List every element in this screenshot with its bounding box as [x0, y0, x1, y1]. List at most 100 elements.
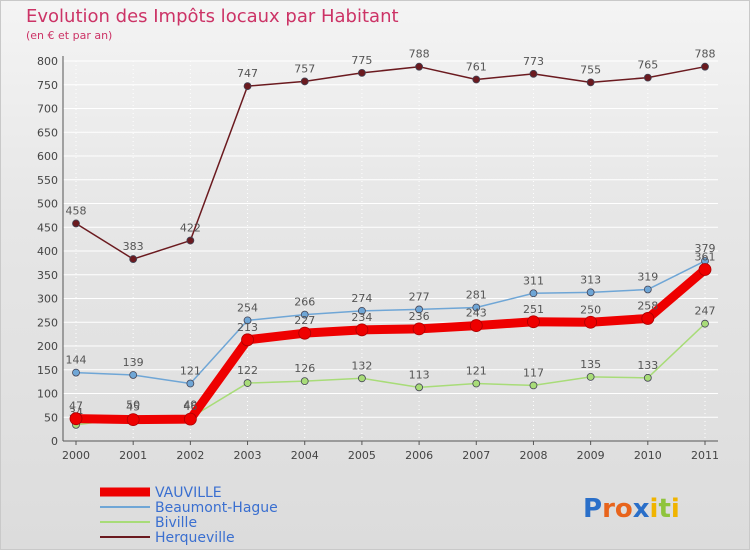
point-herqueville-2005 [358, 68, 366, 77]
series-line-biville [75, 323, 706, 426]
data-label-herqueville-2002: 422 [180, 222, 201, 235]
data-label-vauville-2008: 251 [523, 303, 544, 316]
y-tick-label-500: 500 [37, 198, 58, 211]
data-label-beaumont-hague-2005: 274 [351, 292, 372, 305]
point-beaumont-hague-2000 [72, 368, 80, 377]
y-tick-label-400: 400 [37, 245, 58, 258]
y-tick-label-750: 750 [37, 79, 58, 92]
logo-letter: o [615, 494, 633, 524]
data-label-vauville-2010: 258 [637, 299, 658, 312]
point-beaumont-hague-2005 [358, 306, 366, 315]
y-tick-label-50: 50 [44, 411, 58, 424]
data-label-beaumont-hague-2009: 313 [580, 273, 601, 286]
grid [63, 60, 718, 442]
series-beaumont-hague: 144 139 121 254 266 274 277 281 311 313 319 379 [66, 242, 716, 388]
data-label-beaumont-hague-2001: 139 [123, 356, 144, 369]
point-beaumont-hague-2010 [643, 285, 652, 294]
point-biville-2008 [529, 381, 538, 390]
data-label-beaumont-hague-2003: 254 [237, 301, 258, 314]
data-label-vauville-2009: 250 [580, 303, 601, 316]
data-label-vauville-2001: 45 [126, 401, 140, 414]
point-herqueville-2002 [186, 236, 195, 245]
x-tick-label-2007: 2007 [462, 449, 490, 462]
point-beaumont-hague-2003 [243, 316, 252, 325]
point-vauville-2011 [698, 263, 712, 276]
logo-text: Proxiti [583, 494, 680, 524]
data-label-herqueville-2000: 458 [66, 204, 87, 217]
data-label-herqueville-2004: 757 [294, 62, 315, 75]
point-vauville-2004 [298, 326, 312, 340]
data-label-biville-2010: 133 [637, 359, 658, 372]
series-line-beaumont-hague [75, 260, 706, 385]
x-tick-label-2010: 2010 [634, 449, 662, 462]
point-beaumont-hague-2002 [186, 379, 195, 388]
y-tick-label-350: 350 [37, 269, 58, 282]
series-vauville: 47 45 46 213 227 234 236 243 251 250 258 361 [69, 251, 716, 427]
series-herqueville: 458 383 422 747 757 775 788 761 773 755 765 788 [66, 48, 716, 263]
data-label-vauville-2005: 234 [351, 311, 372, 324]
data-label-beaumont-hague-2011: 379 [695, 242, 716, 255]
legend-label-vauville: VAUVILLE [155, 485, 222, 501]
chart-subtitle: (en € et par an) [26, 29, 112, 42]
y-tick-label-300: 300 [37, 293, 58, 306]
y-tick-label-100: 100 [37, 388, 58, 401]
data-label-herqueville-2011: 788 [695, 48, 716, 61]
point-herqueville-2008 [529, 69, 538, 78]
point-vauville-2003 [241, 333, 254, 347]
data-label-biville-2011: 247 [695, 305, 716, 318]
x-tick-label-2004: 2004 [291, 449, 319, 462]
x-tick-label-2008: 2008 [519, 449, 547, 462]
series-line-herqueville [75, 65, 706, 260]
data-label-vauville-2002: 46 [183, 400, 197, 413]
point-vauville-2002 [183, 412, 197, 426]
x-tick-label-2001: 2001 [119, 449, 147, 462]
point-herqueville-2007 [472, 75, 481, 84]
data-label-herqueville-2009: 755 [580, 63, 601, 76]
legend-label-herqueville: Herqueville [155, 530, 235, 546]
y-tick-label-150: 150 [37, 364, 58, 377]
point-herqueville-2009 [586, 78, 595, 87]
y-tick-label-550: 550 [37, 174, 58, 187]
logo-letter: i [650, 494, 659, 524]
data-label-vauville-2007: 243 [466, 307, 487, 320]
point-biville-2010 [643, 373, 652, 382]
proxiti-logo: Proxiti [583, 494, 680, 524]
point-beaumont-hague-2006 [415, 305, 423, 314]
axes: 0501001502002503003504004505005506006507… [37, 55, 719, 462]
data-label-biville-2009: 135 [580, 358, 601, 371]
data-label-vauville-2003: 213 [237, 321, 258, 334]
point-vauville-2009 [584, 315, 598, 329]
x-tick-label-2009: 2009 [577, 449, 605, 462]
y-tick-label-700: 700 [37, 103, 58, 116]
data-label-beaumont-hague-2006: 277 [409, 290, 430, 303]
data-label-beaumont-hague-2004: 266 [294, 296, 315, 309]
y-tick-label-450: 450 [37, 221, 58, 234]
data-label-biville-2003: 122 [237, 364, 258, 377]
x-tick-label-2006: 2006 [405, 449, 433, 462]
data-label-herqueville-2007: 761 [466, 61, 487, 74]
y-tick-label-200: 200 [37, 340, 58, 353]
data-label-biville-2001: 50 [126, 398, 140, 411]
point-herqueville-2003 [243, 82, 252, 91]
point-beaumont-hague-2007 [472, 303, 481, 312]
point-biville-2011 [701, 319, 709, 328]
data-label-herqueville-2005: 775 [351, 54, 372, 67]
point-herqueville-2010 [643, 73, 652, 82]
series-line-vauville [75, 266, 708, 425]
point-biville-2003 [243, 379, 252, 387]
data-label-beaumont-hague-2007: 281 [466, 289, 487, 302]
data-label-beaumont-hague-2000: 144 [66, 354, 87, 367]
data-label-herqueville-2001: 383 [123, 240, 144, 253]
x-tick-label-2003: 2003 [234, 449, 262, 462]
y-tick-label-250: 250 [37, 316, 58, 329]
point-vauville-2005 [355, 323, 369, 337]
x-tick-label-2005: 2005 [348, 449, 376, 462]
point-biville-2006 [415, 383, 423, 392]
logo-letter: i [671, 494, 680, 524]
logo-letter: r [602, 494, 615, 524]
y-tick-label-800: 800 [37, 55, 58, 68]
point-herqueville-2011 [701, 62, 709, 71]
